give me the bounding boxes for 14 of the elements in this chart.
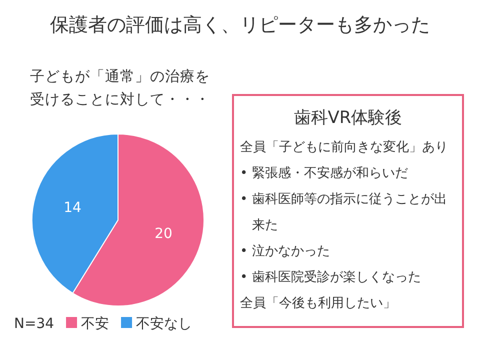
text: 全員「子どもに前向きな変化」あり — [240, 139, 449, 157]
data-label: 20 — [154, 226, 172, 242]
chart-title: 保護者の評価は高く、リピーターも多かった — [49, 13, 431, 38]
text: • 歯科医師等の指示に従うことが出来た — [240, 191, 448, 235]
text: 歯科VR体験後 — [292, 107, 404, 129]
text: N=34 — [14, 316, 54, 332]
legend-label: 不安なし — [136, 316, 192, 332]
text: • 歯科医院受診が楽しくなった — [240, 269, 422, 287]
text: 全員「今後も利用したい」 — [240, 295, 397, 313]
data-label: 14 — [64, 200, 82, 216]
text: • 緊張感・不安感が和らいだ — [240, 165, 409, 183]
text: • 泣かなかった — [240, 243, 331, 261]
legend-label: 不安 — [81, 316, 110, 332]
chart-subtitle: 子どもが「通常」の治療を受けることに対して・・・ — [30, 68, 211, 110]
